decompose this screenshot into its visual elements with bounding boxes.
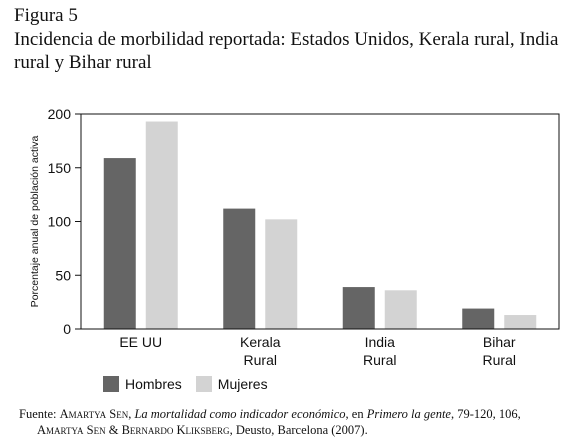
legend: Hombres Mujeres: [103, 376, 282, 392]
source-tail: , Deusto, Barcelona (2007).: [229, 423, 368, 437]
bars-group: [103, 121, 537, 330]
source-amp: &: [105, 423, 122, 437]
x-tick-label-1-0: Kerala: [240, 334, 281, 350]
bar-hombres-3: [462, 308, 495, 329]
y-tick-label-0: 0: [63, 321, 71, 337]
legend-swatch-mujeres: [195, 376, 212, 392]
x-tick-label-2-1: Rural: [363, 352, 396, 368]
source-book: Primero la gente: [366, 407, 451, 421]
source-note: Fuente: Amartya Sen, La mortalidad como …: [19, 406, 575, 438]
source-line-2: Amartya Sen & Bernardo Kliksberg, Deusto…: [19, 422, 575, 438]
y-tick-label-1: 50: [55, 267, 71, 283]
bar-mujeres-0: [145, 121, 178, 330]
bar-mujeres-1: [265, 219, 298, 329]
figure-label: Figura 5: [14, 5, 78, 26]
bar-chart: EE UU Kerala Rural India Rural Bihar Rural 0 50 1…: [29, 106, 560, 368]
x-tick-label-3-1: Rural: [483, 352, 516, 368]
legend-label-mujeres: Mujeres: [217, 376, 268, 392]
source-work: La mortalidad como indicador económico: [134, 407, 346, 421]
bar-mujeres-2: [384, 290, 417, 329]
chart-title: Incidencia de morbilidad reportada: Esta…: [14, 29, 559, 73]
source-line-1: Fuente: Amartya Sen, La mortalidad como …: [19, 406, 575, 422]
source-mid: , en: [345, 407, 367, 421]
bar-mujeres-3: [504, 315, 537, 329]
legend-label-hombres: Hombres: [125, 376, 182, 392]
x-tick-label-3-0: Bihar: [483, 334, 516, 350]
y-axis-label: Porcentaje anual de población activa: [29, 136, 41, 308]
source-sep-1: ,: [128, 407, 135, 421]
legend-swatch-hombres: [103, 376, 119, 392]
source-author-2b: Bernardo Kliksberg: [121, 423, 230, 437]
y-tick-label-2: 100: [48, 214, 72, 230]
bar-hombres-0: [103, 158, 136, 329]
source-author-2a: Amartya Sen: [37, 423, 106, 437]
source-pages: , 79-120, 106,: [450, 407, 521, 421]
axes-group: EE UU Kerala Rural India Rural Bihar Rural 0 50 1…: [29, 106, 560, 368]
legend-item-hombres: Hombres: [103, 376, 182, 392]
bar-hombres-2: [342, 287, 375, 329]
source-author-1: Amartya Sen: [59, 407, 129, 421]
source-prefix: Fuente:: [19, 407, 60, 421]
x-tick-label-2-0: India: [365, 334, 396, 350]
plot-frame: [80, 113, 560, 330]
x-tick-label-0-0: EE UU: [119, 334, 162, 350]
y-tick-label-3: 150: [48, 160, 72, 176]
legend-item-mujeres: Mujeres: [195, 376, 268, 392]
x-tick-label-1-1: Rural: [244, 352, 277, 368]
bar-hombres-1: [223, 208, 256, 329]
y-tick-label-4: 200: [48, 106, 72, 122]
